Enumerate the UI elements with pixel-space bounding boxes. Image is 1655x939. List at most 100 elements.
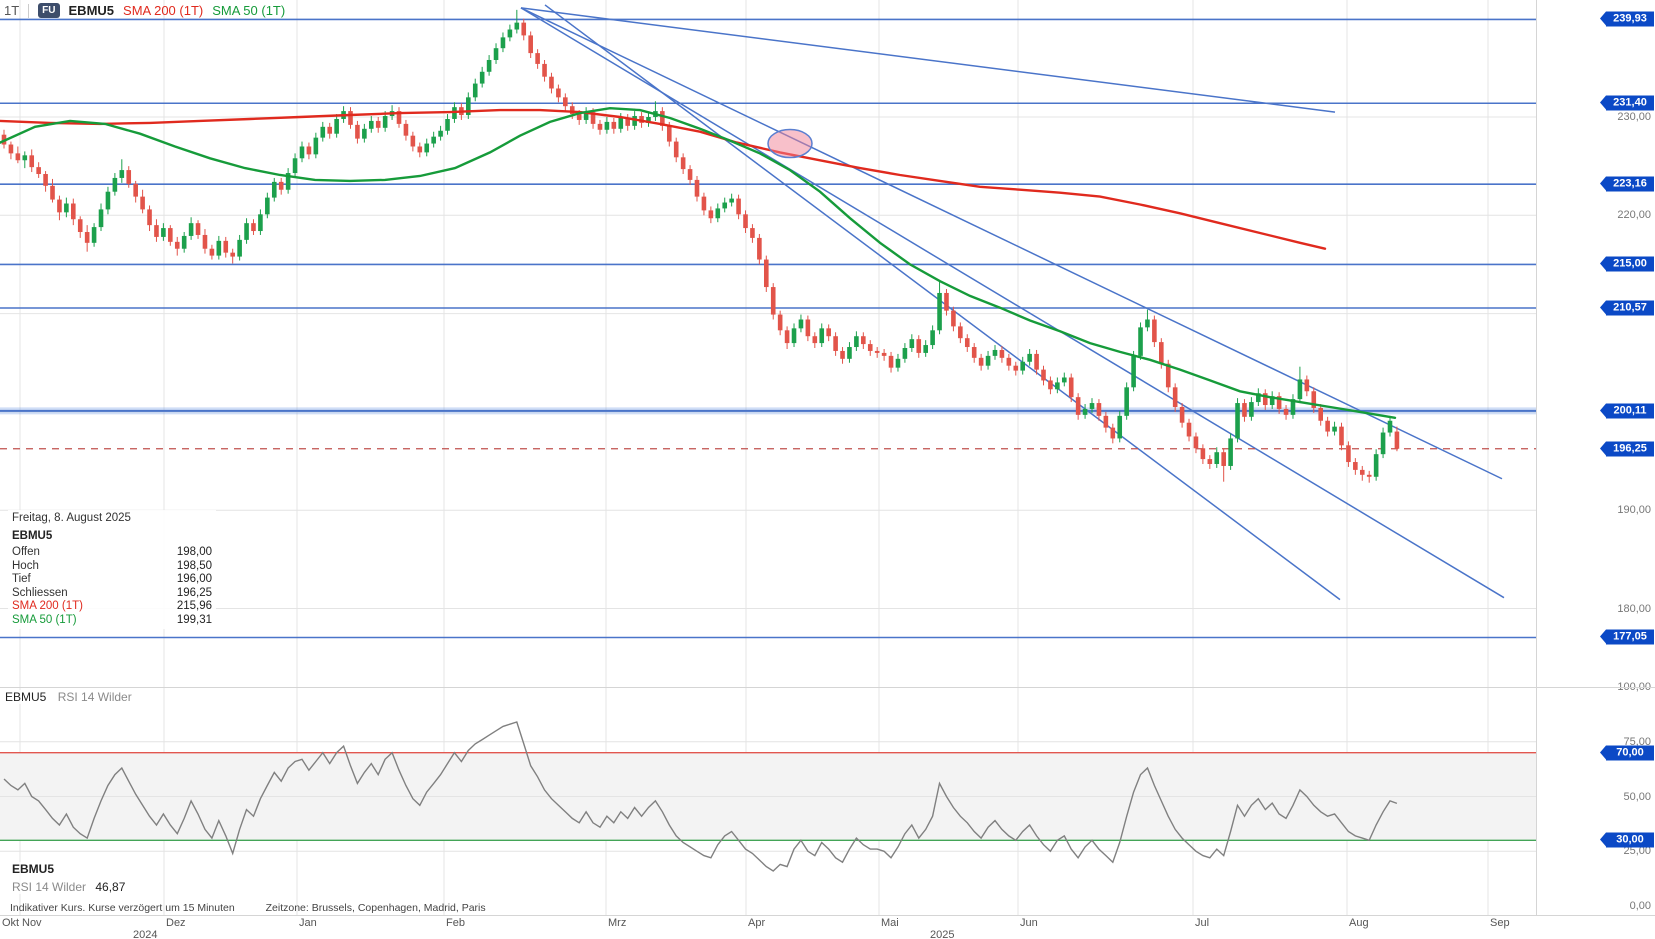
- candle-body[interactable]: [923, 345, 928, 353]
- candle-body[interactable]: [299, 146, 305, 159]
- sma200-legend[interactable]: SMA 200 (1T): [123, 3, 204, 18]
- candle-body[interactable]: [971, 347, 977, 358]
- candle-body[interactable]: [1138, 327, 1143, 356]
- trend-line[interactable]: [520, 7, 1336, 113]
- candle-body[interactable]: [1256, 393, 1261, 403]
- candle-body[interactable]: [916, 339, 922, 353]
- candle-body[interactable]: [930, 330, 935, 346]
- candle-body[interactable]: [327, 126, 333, 134]
- candle-body[interactable]: [334, 118, 339, 134]
- candle-body[interactable]: [223, 240, 229, 253]
- candle-body[interactable]: [951, 310, 956, 327]
- rsi-line[interactable]: [3, 721, 1398, 872]
- candle-body[interactable]: [1152, 319, 1157, 343]
- candle-body[interactable]: [590, 112, 596, 124]
- candle-body[interactable]: [362, 128, 367, 139]
- candle-body[interactable]: [320, 126, 326, 138]
- candle-body[interactable]: [1346, 445, 1351, 463]
- candle-body[interactable]: [1304, 379, 1310, 392]
- level-price-badge[interactable]: 239,93: [1600, 11, 1654, 27]
- candle-body[interactable]: [805, 319, 811, 337]
- candle-body[interactable]: [1103, 415, 1109, 428]
- candle-body[interactable]: [161, 228, 166, 237]
- candle-body[interactable]: [563, 97, 568, 107]
- candle-body[interactable]: [1179, 406, 1185, 423]
- candle-body[interactable]: [382, 116, 388, 128]
- candle-body[interactable]: [1131, 355, 1136, 388]
- candle-body[interactable]: [1311, 391, 1317, 408]
- candle-body[interactable]: [84, 232, 90, 243]
- candle-body[interactable]: [715, 208, 721, 219]
- candle-body[interactable]: [1006, 357, 1012, 366]
- level-price-badge[interactable]: 177,05: [1600, 629, 1654, 645]
- candle-body[interactable]: [486, 59, 492, 72]
- candle-body[interactable]: [736, 198, 741, 215]
- candle-body[interactable]: [313, 137, 319, 155]
- candle-body[interactable]: [902, 348, 908, 359]
- candle-body[interactable]: [729, 198, 734, 203]
- candle-body[interactable]: [646, 117, 651, 123]
- level-price-badge[interactable]: 210,57: [1600, 300, 1654, 316]
- candle-body[interactable]: [209, 248, 215, 256]
- candle-body[interactable]: [1332, 426, 1337, 432]
- candle-body[interactable]: [278, 181, 284, 190]
- trend-line[interactable]: [544, 4, 1341, 601]
- candle-body[interactable]: [98, 209, 104, 228]
- candle-body[interactable]: [694, 179, 700, 197]
- level-price-badge[interactable]: 200,11: [1600, 403, 1654, 419]
- candle-body[interactable]: [861, 336, 866, 345]
- panel-separator[interactable]: [0, 687, 1655, 688]
- candle-body[interactable]: [64, 203, 69, 213]
- axis-month-label[interactable]: Okt: [2, 917, 20, 929]
- candle-body[interactable]: [424, 143, 430, 153]
- candle-body[interactable]: [1186, 422, 1192, 437]
- candle-body[interactable]: [1339, 426, 1344, 446]
- candle-body[interactable]: [1089, 403, 1095, 409]
- candle-body[interactable]: [445, 118, 450, 131]
- candle-body[interactable]: [618, 117, 624, 129]
- axis-month-label[interactable]: Aug: [1349, 917, 1369, 929]
- candle-body[interactable]: [1249, 402, 1254, 417]
- candle-body[interactable]: [833, 336, 838, 351]
- candle-body[interactable]: [368, 120, 374, 129]
- candle-body[interactable]: [119, 170, 125, 178]
- candle-body[interactable]: [1145, 319, 1150, 328]
- timeframe-label[interactable]: 1T: [4, 3, 20, 18]
- candle-body[interactable]: [881, 352, 887, 356]
- candle-body[interactable]: [757, 237, 762, 260]
- trend-line[interactable]: [520, 7, 1505, 599]
- candle-body[interactable]: [306, 146, 312, 155]
- candle-body[interactable]: [1214, 452, 1220, 464]
- price-scale[interactable]: 230,00 220,00 190,00 180,00 239,93 231,40 223,…: [1536, 0, 1655, 915]
- candle-body[interactable]: [417, 146, 423, 153]
- candle-body[interactable]: [826, 328, 831, 337]
- candle-body[interactable]: [181, 235, 187, 249]
- candle-body[interactable]: [999, 349, 1005, 358]
- candle-body[interactable]: [1394, 431, 1400, 449]
- candle-body[interactable]: [611, 121, 617, 129]
- candle-body[interactable]: [750, 228, 755, 238]
- candle-body[interactable]: [147, 209, 152, 226]
- candle-body[interactable]: [1373, 454, 1379, 477]
- candle-body[interactable]: [1193, 436, 1199, 449]
- candle-body[interactable]: [985, 355, 991, 366]
- candle-body[interactable]: [1027, 353, 1032, 362]
- trend-line[interactable]: [520, 7, 1503, 480]
- candle-body[interactable]: [188, 223, 194, 236]
- candle-body[interactable]: [493, 48, 499, 60]
- candle-body[interactable]: [764, 259, 769, 288]
- candle-body[interactable]: [535, 53, 540, 64]
- candle-body[interactable]: [1041, 369, 1046, 381]
- candle-body[interactable]: [708, 210, 714, 219]
- candle-body[interactable]: [992, 349, 998, 356]
- symbol-label[interactable]: EBMU5: [68, 3, 115, 18]
- level-price-badge[interactable]: 231,40: [1600, 95, 1654, 111]
- candle-body[interactable]: [847, 347, 852, 359]
- level-price-badge[interactable]: 215,00: [1600, 256, 1654, 272]
- candle-body[interactable]: [874, 350, 880, 353]
- candle-body[interactable]: [854, 336, 859, 348]
- candle-body[interactable]: [777, 314, 783, 331]
- candle-body[interactable]: [1096, 403, 1102, 416]
- candle-body[interactable]: [867, 344, 873, 351]
